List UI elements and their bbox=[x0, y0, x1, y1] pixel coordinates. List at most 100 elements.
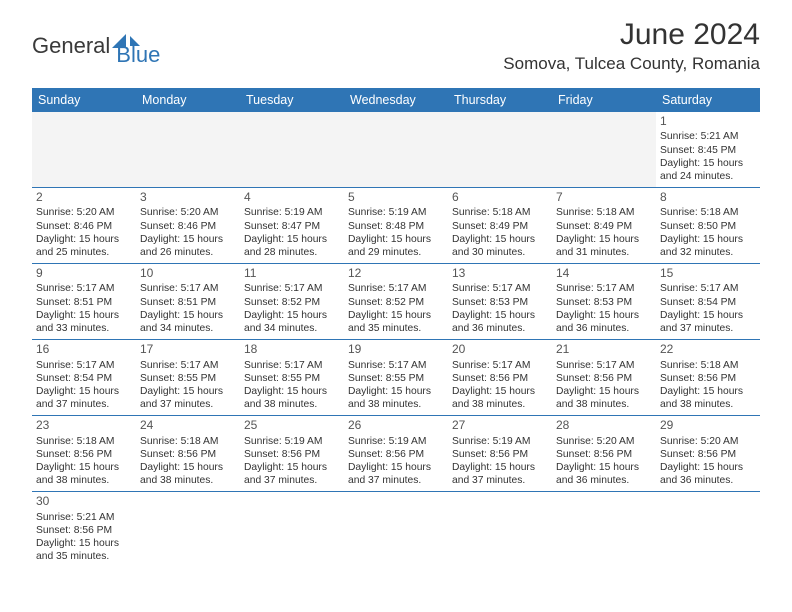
day-number: 11 bbox=[244, 266, 340, 281]
weeks-container: 1Sunrise: 5:21 AMSunset: 8:45 PMDaylight… bbox=[32, 112, 760, 567]
sunset-line: Sunset: 8:52 PM bbox=[244, 296, 340, 309]
week-row: 23Sunrise: 5:18 AMSunset: 8:56 PMDayligh… bbox=[32, 416, 760, 492]
day-number: 19 bbox=[348, 342, 444, 357]
day-number: 27 bbox=[452, 418, 548, 433]
day-cell: 25Sunrise: 5:19 AMSunset: 8:56 PMDayligh… bbox=[240, 416, 344, 491]
day-number: 10 bbox=[140, 266, 236, 281]
sunrise-line: Sunrise: 5:20 AM bbox=[36, 206, 132, 219]
sunrise-line: Sunrise: 5:17 AM bbox=[556, 359, 652, 372]
sunset-line: Sunset: 8:55 PM bbox=[140, 372, 236, 385]
daylight-line: Daylight: 15 hours and 33 minutes. bbox=[36, 309, 132, 335]
sunset-line: Sunset: 8:54 PM bbox=[36, 372, 132, 385]
daylight-line: Daylight: 15 hours and 36 minutes. bbox=[452, 309, 548, 335]
empty-day-cell bbox=[240, 112, 344, 187]
sunset-line: Sunset: 8:53 PM bbox=[452, 296, 548, 309]
day-number: 7 bbox=[556, 190, 652, 205]
day-number: 13 bbox=[452, 266, 548, 281]
day-cell: 1Sunrise: 5:21 AMSunset: 8:45 PMDaylight… bbox=[656, 112, 760, 187]
sunset-line: Sunset: 8:46 PM bbox=[140, 220, 236, 233]
daylight-line: Daylight: 15 hours and 38 minutes. bbox=[348, 385, 444, 411]
day-number: 16 bbox=[36, 342, 132, 357]
day-cell: 20Sunrise: 5:17 AMSunset: 8:56 PMDayligh… bbox=[448, 340, 552, 415]
empty-day-cell bbox=[240, 492, 344, 567]
daylight-line: Daylight: 15 hours and 38 minutes. bbox=[660, 385, 756, 411]
day-cell: 21Sunrise: 5:17 AMSunset: 8:56 PMDayligh… bbox=[552, 340, 656, 415]
day-cell: 19Sunrise: 5:17 AMSunset: 8:55 PMDayligh… bbox=[344, 340, 448, 415]
month-title: June 2024 bbox=[503, 18, 760, 52]
sunset-line: Sunset: 8:56 PM bbox=[36, 448, 132, 461]
empty-day-cell bbox=[32, 112, 136, 187]
week-row: 16Sunrise: 5:17 AMSunset: 8:54 PMDayligh… bbox=[32, 340, 760, 416]
daylight-line: Daylight: 15 hours and 24 minutes. bbox=[660, 157, 756, 183]
sunset-line: Sunset: 8:51 PM bbox=[140, 296, 236, 309]
day-number: 26 bbox=[348, 418, 444, 433]
day-cell: 6Sunrise: 5:18 AMSunset: 8:49 PMDaylight… bbox=[448, 188, 552, 263]
day-cell: 16Sunrise: 5:17 AMSunset: 8:54 PMDayligh… bbox=[32, 340, 136, 415]
sunset-line: Sunset: 8:56 PM bbox=[556, 448, 652, 461]
daylight-line: Daylight: 15 hours and 36 minutes. bbox=[660, 461, 756, 487]
sunrise-line: Sunrise: 5:18 AM bbox=[452, 206, 548, 219]
daylight-line: Daylight: 15 hours and 37 minutes. bbox=[660, 309, 756, 335]
day-cell: 23Sunrise: 5:18 AMSunset: 8:56 PMDayligh… bbox=[32, 416, 136, 491]
day-number: 24 bbox=[140, 418, 236, 433]
day-number: 21 bbox=[556, 342, 652, 357]
daylight-line: Daylight: 15 hours and 37 minutes. bbox=[140, 385, 236, 411]
sunset-line: Sunset: 8:56 PM bbox=[452, 372, 548, 385]
sunrise-line: Sunrise: 5:17 AM bbox=[348, 282, 444, 295]
sunset-line: Sunset: 8:56 PM bbox=[244, 448, 340, 461]
weekday-header: Saturday bbox=[656, 89, 760, 112]
day-cell: 12Sunrise: 5:17 AMSunset: 8:52 PMDayligh… bbox=[344, 264, 448, 339]
empty-day-cell bbox=[552, 112, 656, 187]
sunrise-line: Sunrise: 5:18 AM bbox=[556, 206, 652, 219]
day-number: 17 bbox=[140, 342, 236, 357]
day-number: 29 bbox=[660, 418, 756, 433]
day-cell: 2Sunrise: 5:20 AMSunset: 8:46 PMDaylight… bbox=[32, 188, 136, 263]
empty-day-cell bbox=[552, 492, 656, 567]
daylight-line: Daylight: 15 hours and 36 minutes. bbox=[556, 309, 652, 335]
day-cell: 7Sunrise: 5:18 AMSunset: 8:49 PMDaylight… bbox=[552, 188, 656, 263]
daylight-line: Daylight: 15 hours and 37 minutes. bbox=[244, 461, 340, 487]
sunrise-line: Sunrise: 5:17 AM bbox=[36, 359, 132, 372]
weekday-header: Wednesday bbox=[344, 89, 448, 112]
daylight-line: Daylight: 15 hours and 35 minutes. bbox=[36, 537, 132, 563]
day-cell: 15Sunrise: 5:17 AMSunset: 8:54 PMDayligh… bbox=[656, 264, 760, 339]
sunset-line: Sunset: 8:56 PM bbox=[660, 448, 756, 461]
daylight-line: Daylight: 15 hours and 36 minutes. bbox=[556, 461, 652, 487]
sunset-line: Sunset: 8:49 PM bbox=[556, 220, 652, 233]
day-cell: 14Sunrise: 5:17 AMSunset: 8:53 PMDayligh… bbox=[552, 264, 656, 339]
sunrise-line: Sunrise: 5:17 AM bbox=[556, 282, 652, 295]
day-cell: 17Sunrise: 5:17 AMSunset: 8:55 PMDayligh… bbox=[136, 340, 240, 415]
sunrise-line: Sunrise: 5:19 AM bbox=[348, 435, 444, 448]
week-row: 1Sunrise: 5:21 AMSunset: 8:45 PMDaylight… bbox=[32, 112, 760, 188]
daylight-line: Daylight: 15 hours and 32 minutes. bbox=[660, 233, 756, 259]
sunrise-line: Sunrise: 5:18 AM bbox=[660, 359, 756, 372]
daylight-line: Daylight: 15 hours and 38 minutes. bbox=[244, 385, 340, 411]
sunrise-line: Sunrise: 5:17 AM bbox=[660, 282, 756, 295]
day-cell: 13Sunrise: 5:17 AMSunset: 8:53 PMDayligh… bbox=[448, 264, 552, 339]
sunset-line: Sunset: 8:54 PM bbox=[660, 296, 756, 309]
brand-part1: General bbox=[32, 33, 110, 59]
empty-day-cell bbox=[136, 112, 240, 187]
day-cell: 11Sunrise: 5:17 AMSunset: 8:52 PMDayligh… bbox=[240, 264, 344, 339]
sunrise-line: Sunrise: 5:19 AM bbox=[452, 435, 548, 448]
brand-part2: Blue bbox=[116, 42, 160, 68]
sunrise-line: Sunrise: 5:19 AM bbox=[244, 206, 340, 219]
day-cell: 18Sunrise: 5:17 AMSunset: 8:55 PMDayligh… bbox=[240, 340, 344, 415]
day-number: 8 bbox=[660, 190, 756, 205]
day-cell: 8Sunrise: 5:18 AMSunset: 8:50 PMDaylight… bbox=[656, 188, 760, 263]
day-cell: 27Sunrise: 5:19 AMSunset: 8:56 PMDayligh… bbox=[448, 416, 552, 491]
title-block: June 2024 Somova, Tulcea County, Romania bbox=[503, 18, 760, 74]
sunrise-line: Sunrise: 5:21 AM bbox=[660, 130, 756, 143]
day-number: 22 bbox=[660, 342, 756, 357]
daylight-line: Daylight: 15 hours and 30 minutes. bbox=[452, 233, 548, 259]
sunrise-line: Sunrise: 5:21 AM bbox=[36, 511, 132, 524]
daylight-line: Daylight: 15 hours and 29 minutes. bbox=[348, 233, 444, 259]
daylight-line: Daylight: 15 hours and 38 minutes. bbox=[556, 385, 652, 411]
sunrise-line: Sunrise: 5:18 AM bbox=[660, 206, 756, 219]
daylight-line: Daylight: 15 hours and 37 minutes. bbox=[452, 461, 548, 487]
sunrise-line: Sunrise: 5:17 AM bbox=[140, 282, 236, 295]
day-cell: 29Sunrise: 5:20 AMSunset: 8:56 PMDayligh… bbox=[656, 416, 760, 491]
day-number: 25 bbox=[244, 418, 340, 433]
day-cell: 22Sunrise: 5:18 AMSunset: 8:56 PMDayligh… bbox=[656, 340, 760, 415]
sunset-line: Sunset: 8:48 PM bbox=[348, 220, 444, 233]
